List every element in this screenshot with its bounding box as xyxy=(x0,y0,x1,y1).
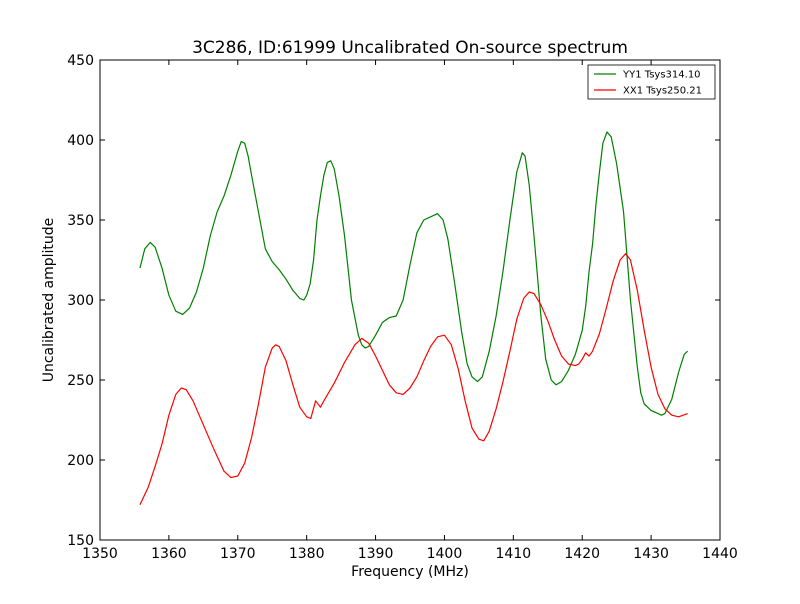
y-tick-label: 200 xyxy=(67,453,94,469)
legend-box xyxy=(587,64,716,100)
series-line-xx1 xyxy=(139,253,688,506)
x-tick-label: 1420 xyxy=(564,546,600,562)
ticks-layer: 1350 1360 1370 1380 1390 1400 1410 1420 1430 1440… xyxy=(67,53,738,562)
x-tick-label: 1410 xyxy=(496,546,532,562)
x-tick-label: 1350 xyxy=(82,546,118,562)
series-layer xyxy=(139,131,689,506)
legend-label-xx1: XX1 Tsys250.21 xyxy=(623,86,702,97)
series-line-yy1 xyxy=(139,131,689,416)
x-tick-label: 1370 xyxy=(220,546,256,562)
y-tick-label: 350 xyxy=(67,213,94,229)
y-tick-label: 300 xyxy=(67,293,94,309)
chart-title: 3C286, ID:61999 Uncalibrated On-source s… xyxy=(192,38,628,58)
y-tick-label: 400 xyxy=(67,133,94,149)
plot-frame xyxy=(99,59,721,541)
y-axis-label: Uncalibrated amplitude xyxy=(41,218,57,383)
y-tick-label: 250 xyxy=(67,373,94,389)
x-axis-label: Frequency (MHz) xyxy=(351,564,469,580)
x-tick-label: 1400 xyxy=(427,546,463,562)
x-tick-label: 1440 xyxy=(702,546,738,562)
legend: YY1 Tsys314.10 XX1 Tsys250.21 xyxy=(587,64,716,100)
y-tick-label: 450 xyxy=(67,53,94,69)
x-tick-label: 1380 xyxy=(289,546,325,562)
x-tick-label: 1390 xyxy=(358,546,394,562)
x-tick-label: 1430 xyxy=(633,546,669,562)
x-tick-label: 1360 xyxy=(151,546,187,562)
plot-area-background xyxy=(100,60,720,540)
y-tick-label: 150 xyxy=(67,533,94,549)
legend-label-yy1: YY1 Tsys314.10 xyxy=(622,70,701,81)
